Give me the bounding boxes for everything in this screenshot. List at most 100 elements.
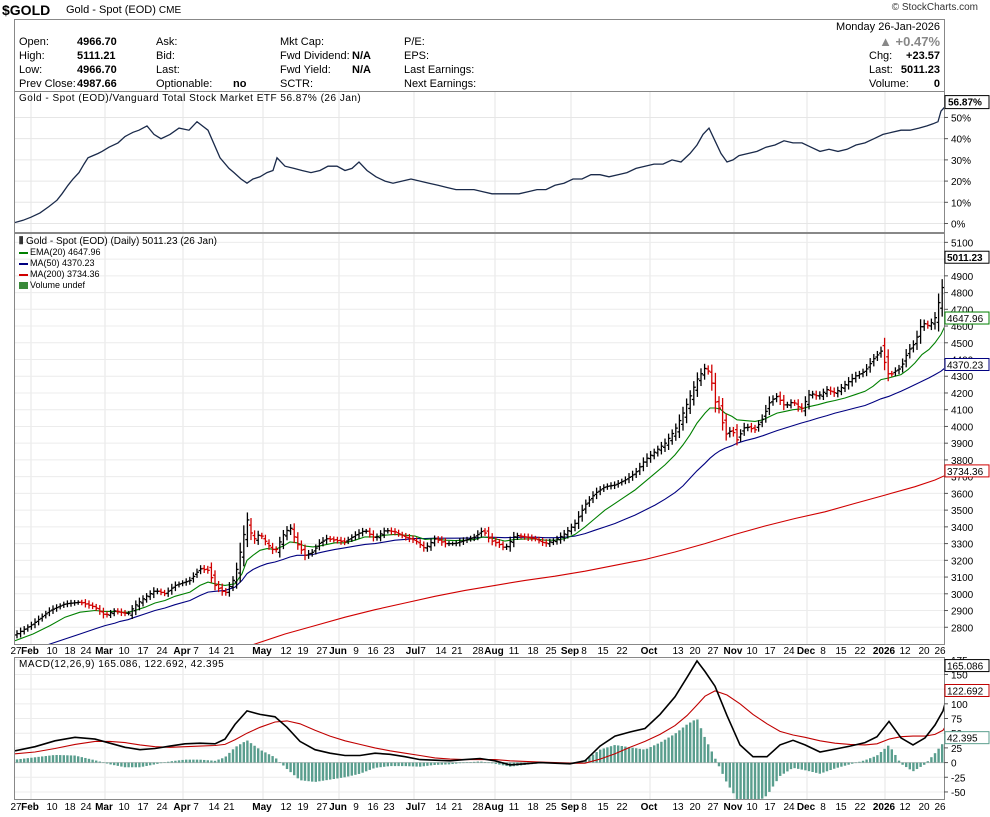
ma200-line bbox=[224, 470, 956, 655]
ohlc-bar bbox=[774, 393, 779, 403]
macd-hist-bar bbox=[321, 762, 325, 781]
macd-hist-bar bbox=[23, 758, 26, 763]
macd-hist-bar bbox=[851, 762, 854, 764]
price-chart[interactable] bbox=[14, 234, 956, 656]
exchange-label: CME bbox=[158, 5, 182, 16]
x-tick-label: 14 bbox=[435, 646, 447, 657]
macd-hist-bar bbox=[228, 752, 231, 763]
ohlc-bar bbox=[843, 380, 847, 393]
macd-hist-bar bbox=[735, 762, 739, 799]
macd-hist-bar bbox=[743, 762, 746, 805]
macd-hist-bar bbox=[386, 762, 389, 767]
macd-hist-bar bbox=[642, 749, 645, 763]
x-tick-label: 19 bbox=[297, 646, 309, 657]
macd-hist-bar bbox=[185, 759, 188, 763]
macd-hist-bar bbox=[357, 762, 361, 774]
x-tick-label: 10 bbox=[118, 802, 130, 813]
x-tick-label: 16 bbox=[367, 646, 379, 657]
ohlc-bar bbox=[234, 562, 239, 589]
x-tick-label: 28 bbox=[472, 646, 484, 657]
ohlc-bar bbox=[65, 600, 70, 608]
macd-hist-bar bbox=[66, 755, 69, 763]
macd-hist-bar bbox=[383, 762, 386, 767]
x-tick-label: Feb bbox=[21, 646, 39, 657]
sctr-label: SCTR: bbox=[280, 78, 313, 90]
macd-hist-bar bbox=[746, 762, 749, 805]
ratio-tick-label: 0% bbox=[951, 220, 966, 231]
legend-ema20: EMA(20) 4647.96 bbox=[19, 247, 217, 258]
macd-hist-bar bbox=[134, 762, 137, 768]
x-tick-label: 15 bbox=[835, 646, 847, 657]
macd-hist-bar bbox=[95, 760, 98, 763]
x-tick-label: 20 bbox=[689, 802, 701, 813]
x-tick-label: Dec bbox=[797, 802, 816, 813]
macd-hist-bar bbox=[339, 762, 343, 778]
x-tick-label: 12 bbox=[280, 802, 292, 813]
ohlc-bar bbox=[47, 607, 52, 617]
macd-hist-bar bbox=[141, 762, 145, 767]
macd-hist-bar bbox=[192, 759, 195, 763]
macd-hist-bar bbox=[375, 762, 379, 768]
ohlc-bar bbox=[907, 344, 912, 359]
ohlc-bar bbox=[789, 399, 793, 409]
x-tick-label: 12 bbox=[899, 802, 911, 813]
ohlc-bar bbox=[166, 587, 171, 597]
macd-hist-bar bbox=[433, 762, 436, 765]
macd-hist-bar bbox=[84, 757, 87, 763]
macd-hist-bar bbox=[750, 762, 753, 805]
macd-hist-bar bbox=[325, 762, 328, 781]
macd-hist-bar bbox=[699, 728, 703, 763]
ohlc-bar bbox=[198, 565, 203, 575]
ohlc-bar bbox=[321, 537, 325, 547]
x-tick-label: 9 bbox=[353, 802, 359, 813]
ohlc-bar bbox=[414, 537, 419, 545]
ohlc-bar bbox=[285, 526, 289, 541]
macd-hist-bar bbox=[131, 762, 134, 768]
macd-hist-bar bbox=[336, 762, 339, 779]
macd-hist-bar bbox=[843, 762, 847, 766]
macd-hist-bar bbox=[239, 744, 242, 763]
macd-hist-bar bbox=[912, 762, 915, 772]
ohlc-bar bbox=[663, 438, 667, 452]
macd-hist-bar bbox=[476, 761, 479, 763]
macd-hist-bar bbox=[869, 758, 872, 763]
macd-hist-bar bbox=[901, 762, 904, 765]
volume-swatch-icon bbox=[19, 282, 28, 290]
ohlc-bar bbox=[187, 576, 192, 585]
macd-hist-bar bbox=[257, 748, 260, 763]
ohlc-bar bbox=[911, 340, 916, 353]
ma50-line bbox=[14, 363, 956, 656]
macd-hist-bar bbox=[933, 753, 937, 763]
macd-tick-label: 150 bbox=[951, 670, 968, 681]
x-tick-label: 24 bbox=[80, 802, 92, 813]
ohlc-bar bbox=[724, 413, 729, 441]
x-tick-label: 21 bbox=[223, 802, 235, 813]
macd-hist-bar bbox=[350, 762, 353, 776]
x-tick-label: 8 bbox=[820, 646, 826, 657]
macd-hist-bar bbox=[365, 762, 368, 772]
ohlc-bar bbox=[443, 537, 448, 548]
macd-hist-bar bbox=[789, 762, 793, 770]
x-tick-label: 22 bbox=[616, 646, 628, 657]
ohlc-bar bbox=[450, 541, 455, 546]
x-tick-label: Nov bbox=[724, 802, 743, 813]
ohlc-bar bbox=[205, 565, 210, 574]
x-tick-label: Mar bbox=[95, 802, 113, 813]
ratio-chart[interactable] bbox=[14, 92, 952, 232]
x-tick-label: 12 bbox=[899, 646, 911, 657]
ohlc-bar bbox=[346, 536, 351, 545]
low-label: Low: bbox=[19, 64, 43, 76]
x-tick-label: 7 bbox=[193, 646, 199, 657]
ohlc-bar bbox=[630, 470, 635, 481]
macd-hist-bar bbox=[390, 762, 393, 767]
ma50-last-value-label: 4370.23 bbox=[947, 360, 984, 371]
price-last-value-label: 5011.23 bbox=[947, 253, 983, 264]
price-tick-label: 5100 bbox=[951, 238, 974, 249]
macd-chart[interactable] bbox=[14, 658, 956, 805]
macd-hist-bar bbox=[80, 757, 83, 763]
brand-label[interactable]: © StockCharts.com bbox=[891, 2, 978, 13]
price-tick-label: 4300 bbox=[951, 372, 974, 383]
macd-hist-bar bbox=[815, 762, 818, 773]
macd-hist-bar bbox=[231, 749, 235, 763]
ohlc-bar bbox=[79, 599, 84, 606]
